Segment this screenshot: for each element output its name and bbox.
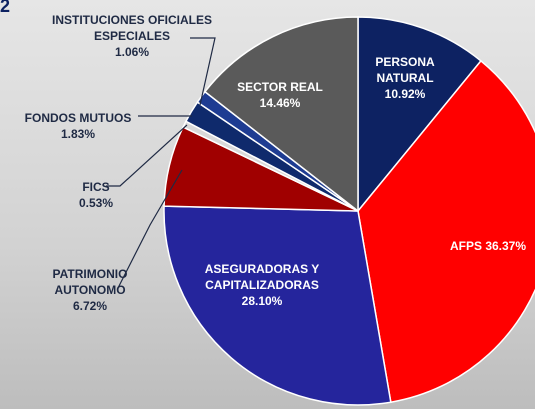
value-label: 14.46% [259, 96, 301, 110]
category-label: ASEGURADORAS Y CAPITALIZADORAS [204, 262, 320, 292]
leader-line [106, 124, 188, 187]
pie-slice [357, 59, 535, 404]
slice-label: AFPS 36.37% [433, 238, 535, 254]
value-label: 36.37% [485, 239, 527, 253]
leader-lines [106, 37, 216, 289]
slice-label: FICS 0.53% [66, 179, 126, 211]
slice-label: FONDOS MUTUOS 1.83% [13, 110, 143, 142]
slice-label: PATRIMONIO AUTONOMO 6.72% [35, 266, 145, 314]
category-label: INSTITUCIONES OFICIALES ESPECIALES [52, 13, 213, 43]
chart-title: 2 [0, 0, 11, 16]
pie-slice [203, 16, 359, 213]
category-label: AFPS [449, 239, 482, 253]
pie-slice [357, 16, 482, 214]
value-label: 10.92% [384, 87, 426, 101]
value-label: 28.10% [241, 294, 283, 308]
category-label: PERSONA NATURAL [375, 55, 435, 85]
category-label: FONDOS MUTUOS [24, 111, 132, 125]
value-label: 0.53% [78, 196, 114, 210]
slice-label: SECTOR REAL 14.46% [230, 79, 330, 111]
category-label: SECTOR REAL [237, 80, 323, 94]
slice-label: PERSONA NATURAL 10.92% [360, 54, 450, 102]
value-label: 6.72% [72, 299, 108, 313]
leader-line [117, 169, 183, 289]
pie-slice [163, 205, 392, 406]
slice-label: INSTITUCIONES OFICIALES ESPECIALES 1.06% [52, 12, 212, 60]
slices [163, 16, 535, 406]
value-label: 1.06% [114, 45, 150, 59]
category-label: PATRIMONIO AUTONOMO [52, 267, 128, 297]
value-label: 1.83% [60, 127, 96, 141]
category-label: FICS [82, 180, 110, 194]
slice-label: ASEGURADORAS Y CAPITALIZADORAS 28.10% [177, 261, 347, 309]
leader-line [190, 37, 216, 106]
